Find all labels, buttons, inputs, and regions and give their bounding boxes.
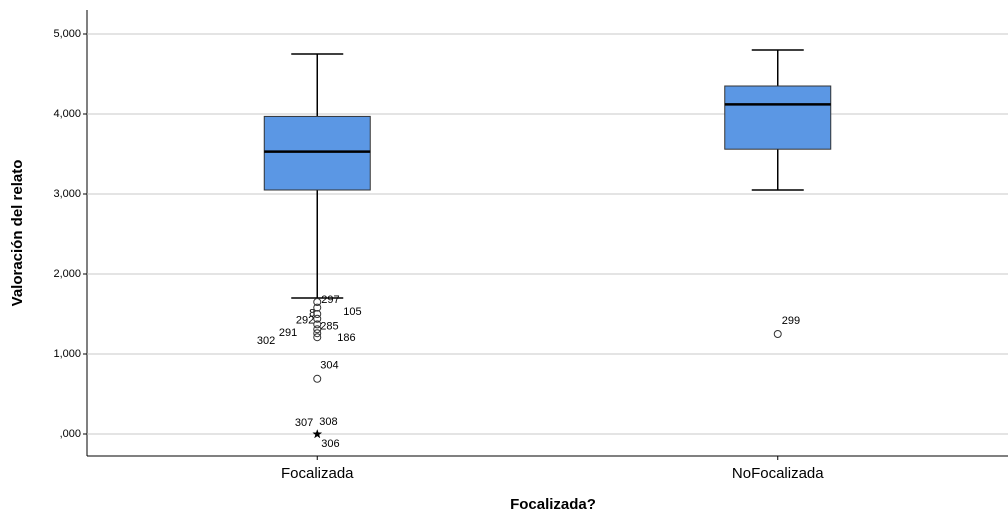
outlier-label: 302: [257, 335, 275, 347]
extreme-point: ★: [312, 427, 323, 441]
x-axis-title: Focalizada?: [510, 496, 596, 512]
y-axis-title: Valoración del relato: [9, 160, 26, 307]
y-tick-label: 1,000: [53, 348, 81, 360]
x-tick-label: Focalizada: [281, 465, 354, 482]
outlier-label: 306: [321, 438, 339, 450]
outlier-label: 292: [296, 315, 314, 327]
outlier-point: [313, 329, 322, 338]
y-tick-label: 3,000: [53, 188, 81, 200]
outlier-point: [313, 303, 322, 312]
y-tick-label: 5,000: [53, 28, 81, 40]
outlier-point: [313, 298, 322, 306]
outlier-point: [313, 333, 322, 342]
outlier-point: [313, 325, 322, 334]
extreme-point: ★: [312, 427, 323, 441]
outlier-label: 304: [320, 360, 338, 372]
y-tick-label: 4,000: [53, 108, 81, 120]
outlier-label: 308: [319, 416, 337, 428]
box: [724, 85, 832, 150]
outlier-point: [313, 374, 322, 383]
outlier-point: [313, 310, 322, 318]
outlier-label: 299: [782, 315, 800, 327]
box: [263, 115, 371, 191]
outlier-label: 8: [309, 308, 315, 320]
outlier-label: 297: [321, 294, 339, 306]
outlier-label: 307: [295, 417, 313, 429]
outlier-point: [313, 320, 322, 329]
outlier-label: 291: [279, 327, 297, 339]
x-tick-label: NoFocalizada: [732, 465, 824, 482]
outlier-label: 105: [343, 306, 361, 318]
outlier-label: 186: [337, 332, 355, 344]
extreme-point: ★: [312, 427, 323, 441]
y-tick-label: 2,000: [53, 268, 81, 280]
outlier-point: [773, 330, 782, 338]
outlier-label: 285: [320, 320, 338, 332]
y-tick-label: ,000: [60, 428, 81, 440]
outlier-point: [313, 314, 322, 323]
